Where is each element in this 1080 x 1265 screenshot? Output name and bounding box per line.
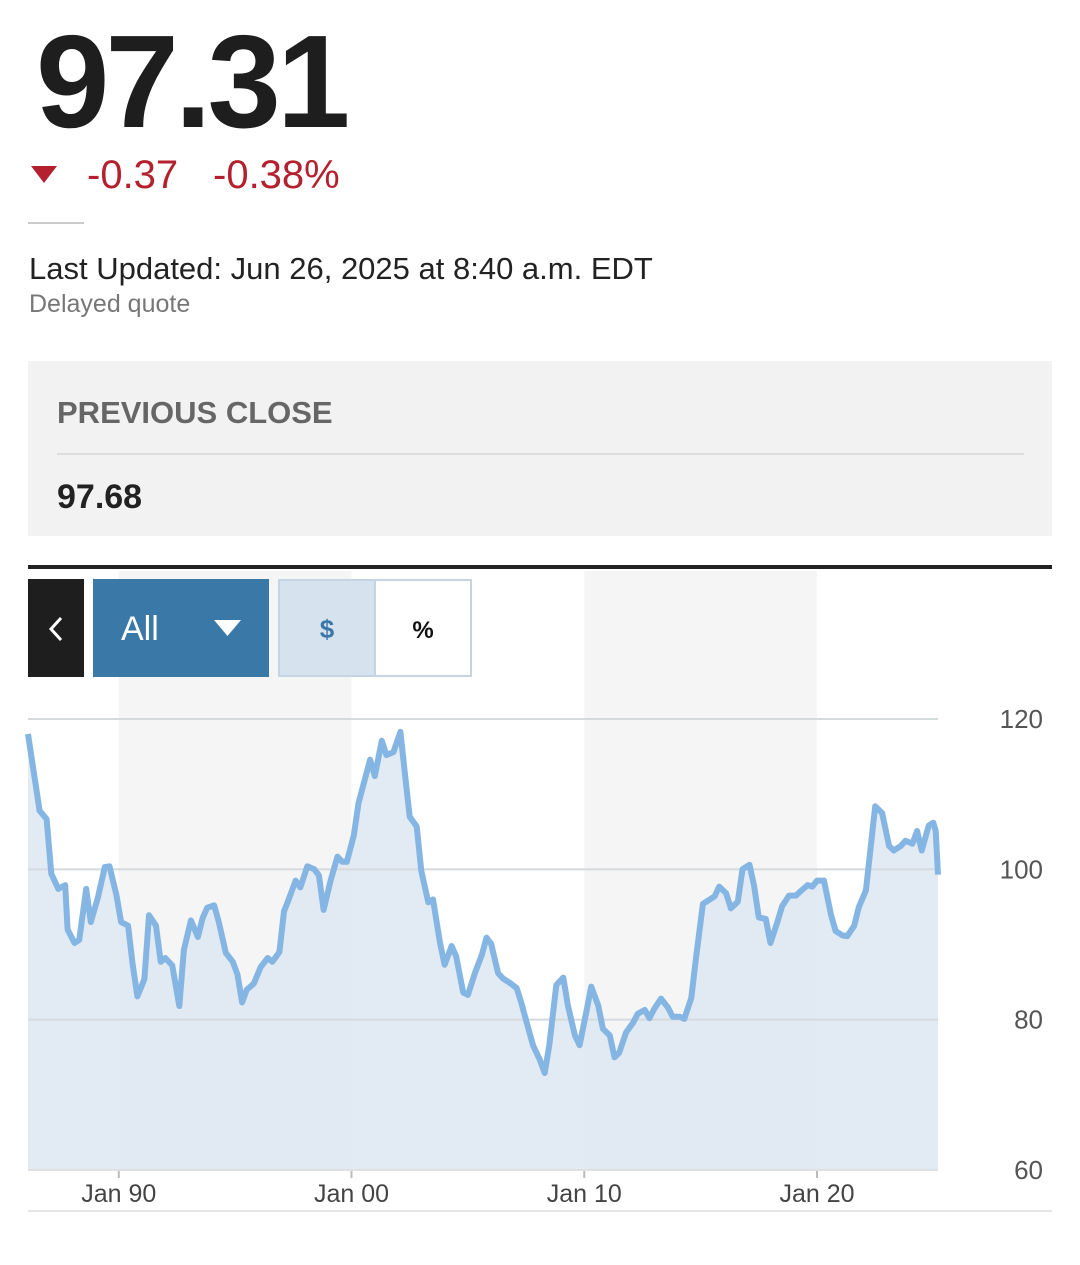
y-tick-label: 60 <box>1014 1155 1043 1185</box>
y-tick-label: 80 <box>1014 1005 1043 1035</box>
x-tick-label: Jan 90 <box>81 1180 156 1208</box>
change: -0.37 <box>87 153 178 197</box>
back-icon <box>48 616 63 642</box>
price: 97.31 <box>36 8 347 155</box>
percent-toggle[interactable] <box>374 579 472 677</box>
change-percent: -0.38% <box>213 153 340 197</box>
percent-label: % <box>412 617 433 644</box>
previous-close-label: PREVIOUS CLOSE <box>57 395 333 430</box>
dollar-toggle[interactable] <box>278 579 376 677</box>
x-tick-label: Jan 00 <box>314 1180 389 1208</box>
price-line <box>25 728 941 1076</box>
back-button[interactable] <box>28 579 84 677</box>
previous-close-box <box>28 361 1052 536</box>
x-tick-label: Jan 20 <box>779 1180 854 1208</box>
previous-close-value: 97.68 <box>57 478 142 516</box>
y-tick-label: 120 <box>1000 704 1043 734</box>
last-updated: Last Updated: Jun 26, 2025 at 8:40 a.m. … <box>29 251 653 286</box>
down-arrow <box>31 166 57 183</box>
y-tick-label: 100 <box>1000 854 1043 884</box>
dollar-label: $ <box>320 614 335 644</box>
range-label: All <box>121 610 159 648</box>
dropdown-icon <box>214 620 241 636</box>
range-dropdown[interactable] <box>93 579 269 677</box>
x-tick-label: Jan 10 <box>547 1180 622 1208</box>
delay-note: Delayed quote <box>29 290 190 318</box>
